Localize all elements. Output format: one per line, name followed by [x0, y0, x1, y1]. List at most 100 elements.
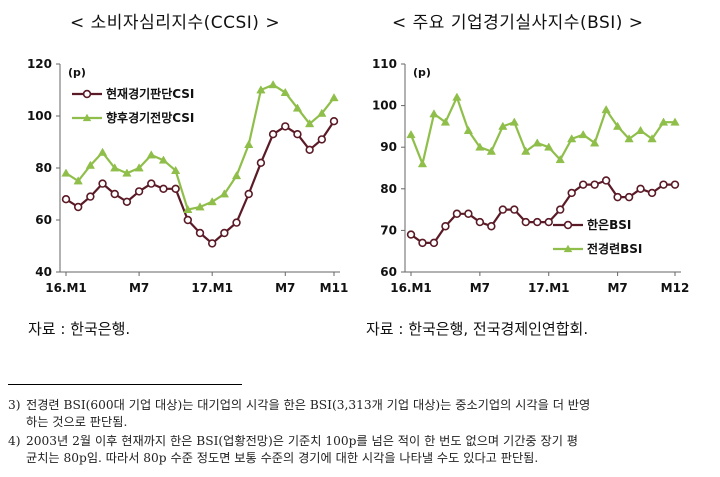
bsi-chart-title: < 주요 기업경기실사지수(BSI) > [392, 13, 644, 33]
ccsi-data-point-circle [98, 179, 107, 188]
ccsi-data-point-circle [73, 202, 83, 212]
bsi-data-point-circle [567, 188, 576, 198]
bsi-y-tick-label: 70 [380, 223, 397, 237]
bsi-x-tick-label: M7 [470, 281, 490, 295]
ccsi-data-point-circle [305, 145, 314, 155]
ccsi-y-tick-label: 100 [27, 109, 52, 123]
bsi-data-point-circle [452, 209, 462, 218]
bsi-data-point-triangle [429, 109, 439, 118]
bsi-data-point-triangle [578, 130, 588, 139]
footnote-4-number: 4) [8, 434, 21, 448]
ccsi-data-point-circle [281, 122, 290, 131]
ccsi-y-tick-label: 120 [27, 57, 52, 71]
bsi-data-point-triangle [509, 117, 519, 126]
bsi-data-point-triangle [635, 125, 646, 134]
ccsi-data-point-circle [171, 184, 180, 194]
ccsi-y-tick-label: 40 [35, 265, 52, 279]
ccsi-data-point-triangle [85, 160, 95, 169]
bsi-data-point-circle [406, 230, 416, 239]
ccsi-data-point-triangle [280, 87, 290, 96]
bsi-data-point-triangle [544, 142, 554, 151]
bsi-data-point-circle [441, 222, 450, 231]
ccsi-data-point-triangle [183, 204, 193, 213]
ccsi-data-point-triangle [244, 139, 254, 148]
ccsi-data-point-circle [86, 192, 95, 201]
ccsi-legend-label: 향후경기전망CSI [106, 110, 194, 125]
ccsi-data-point-triangle [195, 202, 205, 211]
ccsi-legend-marker [82, 113, 92, 122]
bsi-data-point-circle [533, 217, 542, 227]
bsi-data-point-triangle [498, 121, 508, 130]
ccsi-data-point-circle [244, 189, 253, 199]
bsi-legend-marker [563, 220, 573, 230]
bsi-y-tick-label: 110 [372, 57, 397, 71]
ccsi-data-point-circle [147, 179, 156, 188]
ccsi-x-tick-label: M11 [320, 281, 349, 295]
bsi-data-point-circle [429, 238, 439, 248]
bsi-data-point-circle [556, 205, 565, 214]
ccsi-chart-title: < 소비자심리지수(CCSI) > [70, 13, 281, 33]
bsi-data-point-triangle [452, 92, 462, 101]
ccsi-data-point-circle [256, 158, 266, 168]
bsi-data-point-circle [464, 209, 473, 218]
bsi-legend-label: 한은BSI [587, 217, 631, 232]
bsi-data-point-circle [578, 180, 588, 189]
ccsi-data-point-triangle [268, 80, 278, 89]
bsi-y-tick-label: 100 [372, 99, 397, 113]
ccsi-x-tick-label: M7 [129, 281, 149, 295]
bsi-series-line-2 [409, 96, 675, 165]
ccsi-data-point-circle [232, 218, 241, 227]
ccsi-data-point-triangle [231, 171, 242, 180]
bsi-data-point-triangle [567, 134, 577, 143]
bsi-line-chart: 60 70 80 90 100 110 (p) 16.M1 M7 17.M1 M7 M12 한은BSI 전… [372, 57, 690, 295]
bsi-data-point-triangle [532, 138, 542, 147]
bsi-data-point-triangle [555, 154, 565, 164]
ccsi-data-point-triangle [305, 119, 315, 128]
bsi-x-tick-label: M12 [661, 281, 690, 295]
bsi-data-point-triangle [590, 138, 600, 147]
bsi-data-point-triangle [647, 134, 657, 143]
bsi-x-tick-label: 16.M1 [390, 281, 432, 295]
bsi-y-tick-label: 90 [380, 140, 397, 154]
ccsi-data-point-triangle [292, 103, 303, 112]
bsi-data-point-triangle [486, 146, 496, 155]
bsi-data-point-circle [624, 192, 634, 202]
ccsi-data-point-circle [220, 228, 229, 238]
ccsi-data-point-circle [268, 129, 278, 139]
bsi-data-point-circle [544, 217, 553, 227]
footnote-3-number: 3) [8, 398, 21, 412]
ccsi-data-point-circle [207, 239, 217, 248]
bsi-data-point-circle [510, 205, 519, 214]
bsi-y-tick-label: 60 [380, 265, 397, 279]
bsi-data-point-triangle [417, 159, 428, 168]
bsi-y-tick-label: 80 [380, 182, 397, 196]
ccsi-legend-label: 현재경기판단CSI [106, 86, 194, 101]
footnote-3: 3) 전경련 BSI(600대 기업 대상)는 대기업의 시각을 한은 BSI(3… [8, 397, 708, 431]
ccsi-data-point-circle [122, 197, 132, 207]
ccsi-data-point-circle [183, 215, 193, 225]
ccsi-data-point-triangle [317, 108, 327, 117]
ccsi-unit-label: (p) [68, 66, 86, 79]
bsi-data-point-triangle [670, 117, 680, 126]
bsi-data-point-triangle [612, 121, 623, 130]
bsi-data-point-circle [590, 180, 599, 189]
ccsi-data-point-circle [61, 195, 71, 204]
bsi-data-point-circle [498, 205, 508, 214]
ccsi-x-tick-label: 17.M1 [191, 281, 233, 295]
bsi-data-point-triangle [601, 105, 611, 114]
ccsi-y-tick-label: 60 [35, 213, 52, 227]
bsi-unit-label: (p) [413, 66, 431, 79]
ccsi-data-point-triangle [61, 168, 71, 177]
bsi-data-point-triangle [440, 117, 451, 126]
ccsi-source-note: 자료 : 한국은행. [28, 320, 131, 338]
ccsi-data-point-triangle [97, 147, 108, 156]
bsi-data-point-circle [601, 176, 611, 185]
bsi-data-point-circle [521, 217, 530, 227]
ccsi-y-tick-label: 80 [35, 161, 52, 175]
ccsi-x-tick-label: 16.M1 [45, 281, 87, 295]
ccsi-data-point-triangle [146, 150, 156, 159]
ccsi-data-point-circle [329, 116, 339, 126]
bsi-x-tick-label: 17.M1 [528, 281, 570, 295]
ccsi-data-point-triangle [256, 85, 266, 94]
ccsi-data-point-triangle [73, 176, 83, 185]
